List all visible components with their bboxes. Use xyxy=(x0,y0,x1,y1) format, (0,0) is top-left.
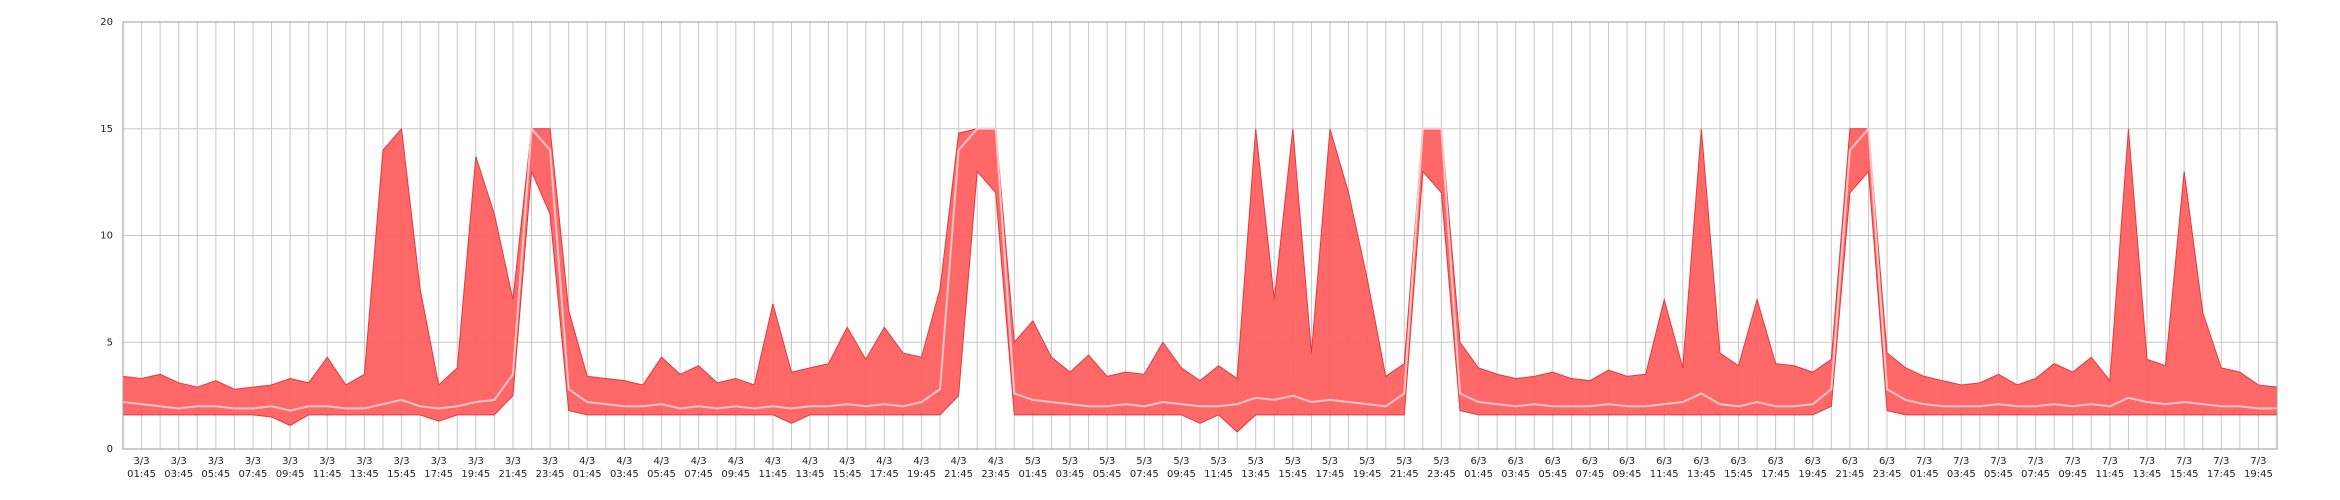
median-line xyxy=(122,126,2277,412)
x-tick-label: 4/3 23:45 xyxy=(981,456,1011,480)
x-tick-label: 6/3 23:45 xyxy=(1872,456,1902,480)
x-tick-label: 5/3 17:45 xyxy=(1315,456,1345,480)
y-tick-label: 15 xyxy=(100,124,113,135)
x-tick-label: 5/3 09:45 xyxy=(1167,456,1196,480)
x-tick-label: 6/3 09:45 xyxy=(1612,456,1642,480)
x-tick-label: 7/3 01:45 xyxy=(1909,456,1939,480)
x-tick-label: 4/3 19:45 xyxy=(907,456,936,480)
y-tick-label: 10 xyxy=(100,231,113,242)
x-tick-label: 4/3 07:45 xyxy=(684,456,714,480)
x-tick-label: 4/3 17:45 xyxy=(869,456,899,480)
x-tick-label: 3/3 01:45 xyxy=(127,456,156,480)
x-tick-label: 4/3 03:45 xyxy=(609,456,639,480)
x-tick-label: 6/3 11:45 xyxy=(1649,456,1679,480)
x-tick-label: 3/3 23:45 xyxy=(535,456,565,480)
x-tick-label: 5/3 07:45 xyxy=(1129,456,1159,480)
x-tick-label: 7/3 03:45 xyxy=(1946,456,1976,480)
plot-frame xyxy=(122,21,2278,450)
x-tick-label: 5/3 21:45 xyxy=(1389,456,1419,480)
x-tick-label: 5/3 03:45 xyxy=(1055,456,1085,480)
y-tick-label: 20 xyxy=(100,17,113,28)
y-tick-label: 0 xyxy=(107,444,113,455)
x-tick-label: 7/3 09:45 xyxy=(2058,456,2088,480)
x-tick-label: 6/3 17:45 xyxy=(1761,456,1791,480)
x-tick-label: 3/3 21:45 xyxy=(498,456,528,480)
x-tick-label: 6/3 21:45 xyxy=(1835,456,1865,480)
x-tick-label: 4/3 09:45 xyxy=(721,456,751,480)
x-tick-label: 3/3 11:45 xyxy=(312,456,342,480)
x-tick-label: 6/3 19:45 xyxy=(1798,456,1828,480)
x-tick-label: 7/3 17:45 xyxy=(2206,456,2236,480)
x-tick-label: 5/3 23:45 xyxy=(1426,456,1456,480)
x-tick-label: 4/3 01:45 xyxy=(572,456,602,480)
x-tick-label: 6/3 07:45 xyxy=(1575,456,1605,480)
x-tick-label: 3/3 19:45 xyxy=(461,456,491,480)
x-tick-label: 5/3 05:45 xyxy=(1092,456,1122,480)
x-tick-label: 5/3 11:45 xyxy=(1204,456,1233,480)
x-tick-label: 6/3 15:45 xyxy=(1724,456,1753,480)
x-tick-label: 5/3 19:45 xyxy=(1352,456,1382,480)
x-tick-label: 4/3 13:45 xyxy=(795,456,825,480)
x-tick-label: 3/3 15:45 xyxy=(387,456,416,480)
x-tick-label: 7/3 15:45 xyxy=(2169,456,2199,480)
x-tick-label: 6/3 03:45 xyxy=(1501,456,1531,480)
x-tick-label: 5/3 15:45 xyxy=(1278,456,1308,480)
x-tick-label: 7/3 07:45 xyxy=(2021,456,2050,480)
x-tick-label: 7/3 11:45 xyxy=(2095,456,2125,480)
x-tick-label: 3/3 05:45 xyxy=(201,456,231,480)
x-tick-label: 5/3 01:45 xyxy=(1018,456,1048,480)
y-tick-label: 5 xyxy=(107,337,113,348)
x-tick-label: 4/3 15:45 xyxy=(832,456,862,480)
x-tick-label: 7/3 13:45 xyxy=(2132,456,2162,480)
x-tick-label: 3/3 09:45 xyxy=(275,456,305,480)
x-tick-label: 3/3 13:45 xyxy=(349,456,379,480)
x-tick-label: 4/3 11:45 xyxy=(758,456,788,480)
x-tick-label: 4/3 21:45 xyxy=(944,456,973,480)
x-tick-label: 3/3 07:45 xyxy=(238,456,268,480)
x-tick-label: 5/3 13:45 xyxy=(1241,456,1271,480)
x-tick-label: 6/3 13:45 xyxy=(1686,456,1716,480)
x-tick-label: 4/3 05:45 xyxy=(647,456,676,480)
x-tick-label: 7/3 05:45 xyxy=(1984,456,2013,480)
x-tick-label: 3/3 03:45 xyxy=(164,456,194,480)
x-tick-label: 6/3 01:45 xyxy=(1464,456,1493,480)
x-tick-label: 6/3 05:45 xyxy=(1538,456,1568,480)
x-tick-label: 7/3 19:45 xyxy=(2244,456,2273,480)
x-tick-label: 3/3 17:45 xyxy=(424,456,454,480)
